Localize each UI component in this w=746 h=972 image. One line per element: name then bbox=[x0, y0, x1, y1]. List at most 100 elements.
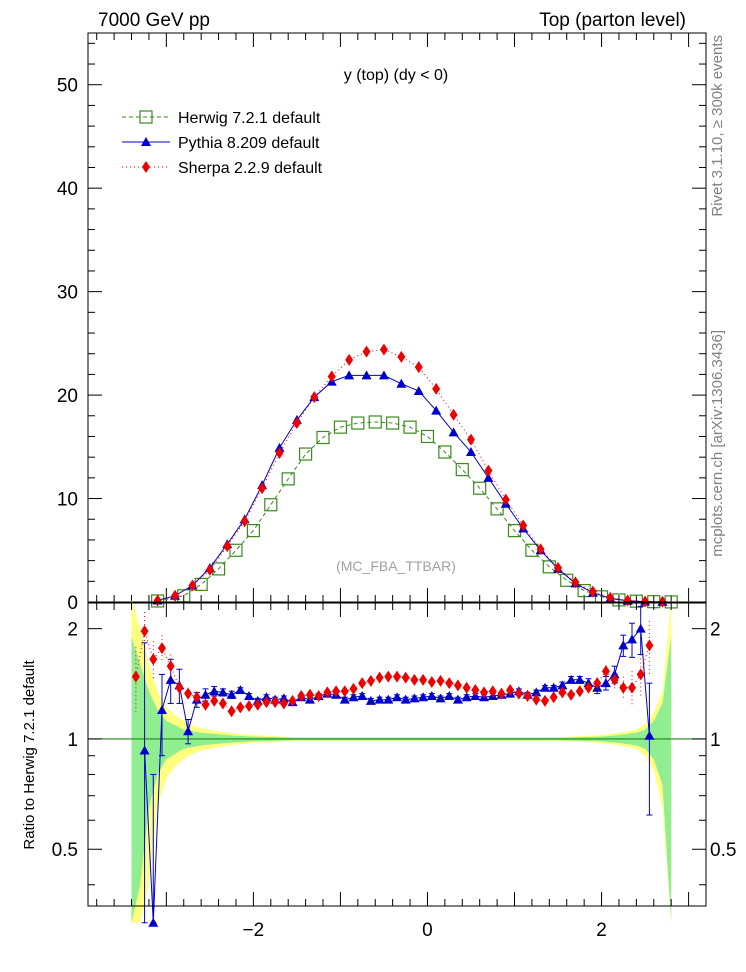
herwig-main-point bbox=[264, 498, 278, 512]
sherpa-ratio-point bbox=[149, 653, 158, 666]
sherpa-ratio-point bbox=[131, 670, 140, 683]
sherpa-ratio-point bbox=[192, 691, 201, 704]
pythia-ratio-point bbox=[409, 693, 420, 703]
pythia-ratio-point bbox=[426, 690, 437, 700]
ratio-y-tick-label-right: 1 bbox=[710, 730, 721, 751]
sherpa-ratio-point bbox=[419, 673, 428, 686]
sherpa-main-point bbox=[188, 579, 197, 592]
pythia-ratio-point bbox=[374, 694, 385, 704]
ratio-uncertainty-band-yellow bbox=[131, 599, 672, 923]
sherpa-main-point bbox=[501, 493, 510, 506]
pythia-ratio-point bbox=[627, 634, 638, 644]
sherpa-ratio-point bbox=[628, 681, 637, 694]
mcplots-side-label: mcplots.cern.ch [arXiv:1306.3436] bbox=[709, 330, 726, 557]
herwig-main-point bbox=[281, 472, 295, 486]
sherpa-ratio-point bbox=[558, 686, 567, 699]
sherpa-ratio-point bbox=[245, 700, 254, 713]
pythia-ratio-point bbox=[566, 674, 577, 684]
sherpa-ratio-point bbox=[262, 696, 271, 709]
sherpa-main-point bbox=[432, 382, 441, 395]
sherpa-ratio-point bbox=[523, 689, 532, 702]
pythia-ratio-point bbox=[635, 623, 646, 633]
sherpa-ratio-point bbox=[619, 681, 628, 694]
pythia-ratio-point bbox=[444, 690, 455, 700]
herwig-main-point bbox=[560, 573, 574, 587]
rivet-side-label: Rivet 3.1.10, ≥ 300k events bbox=[709, 35, 726, 217]
sherpa-ratio-point bbox=[227, 705, 236, 718]
sherpa-main-point bbox=[171, 589, 180, 602]
main-y-tick-label: 10 bbox=[57, 490, 78, 511]
sherpa-ratio-point bbox=[584, 681, 593, 694]
pythia-ratio-point bbox=[156, 704, 167, 714]
sherpa-main-point bbox=[519, 519, 528, 532]
sherpa-ratio-point bbox=[410, 673, 419, 686]
sherpa-main-point bbox=[588, 585, 597, 598]
sherpa-ratio-point bbox=[480, 686, 489, 699]
sherpa-ratio-point bbox=[462, 681, 471, 694]
pythia-main-point bbox=[413, 385, 424, 395]
ratio-y-tick-label: 1 bbox=[67, 730, 78, 751]
sherpa-legend-marker bbox=[142, 161, 150, 173]
ratio-plot-panel: 0.5 0.5 1 1 2 2 −2 0 2 Ratio to Herwig 7.2.1 def… bbox=[21, 599, 736, 941]
main-y-tick-label: 20 bbox=[57, 386, 78, 407]
sherpa-ratio-point bbox=[471, 684, 480, 697]
pythia-ratio-point bbox=[600, 678, 611, 688]
pythia-ratio-point bbox=[452, 694, 463, 704]
pythia-ratio-point bbox=[357, 690, 368, 700]
header-left-label: 7000 GeV pp bbox=[98, 10, 210, 31]
sherpa-ratio-point bbox=[445, 677, 454, 690]
sherpa-ratio-point bbox=[645, 639, 654, 652]
ratio-uncertainty-band-green bbox=[131, 636, 672, 923]
herwig-legend-label: Herwig 7.2.1 default bbox=[178, 110, 321, 127]
sherpa-legend-label: Sherpa 2.2.9 default bbox=[178, 160, 323, 177]
header-right-label: Top (parton level) bbox=[539, 10, 686, 31]
herwig-legend-marker bbox=[139, 110, 153, 124]
pythia-ratio-point bbox=[461, 692, 472, 702]
sherpa-main-point bbox=[449, 408, 458, 421]
ratio-y-tick-label-right: 0.5 bbox=[710, 840, 736, 861]
herwig-main-point bbox=[246, 524, 260, 538]
sherpa-ratio-point bbox=[497, 687, 506, 700]
sherpa-main-point bbox=[362, 345, 371, 358]
pythia-main-point bbox=[361, 370, 372, 380]
pythia-main-point bbox=[483, 472, 494, 482]
sherpa-main-point bbox=[414, 361, 423, 374]
herwig-main-point bbox=[490, 502, 504, 516]
pythia-ratio-point bbox=[226, 689, 237, 699]
ratio-x-tick-label: 0 bbox=[422, 920, 433, 941]
main-y-tick-label: 0 bbox=[67, 593, 78, 614]
sherpa-ratio-point bbox=[567, 688, 576, 701]
sherpa-main-point bbox=[240, 515, 249, 528]
ratio-x-tick-label: −2 bbox=[243, 920, 265, 941]
sherpa-ratio-point bbox=[166, 660, 175, 673]
pythia-ratio-point bbox=[539, 682, 550, 692]
herwig-main-point bbox=[316, 430, 330, 445]
sherpa-ratio-point bbox=[140, 625, 149, 638]
sherpa-ratio-point bbox=[488, 685, 497, 698]
sherpa-ratio-point bbox=[393, 670, 401, 683]
ratio-y-tick-label: 0.5 bbox=[52, 840, 78, 861]
sherpa-ratio-point bbox=[349, 682, 358, 695]
sherpa-main-point bbox=[606, 591, 615, 604]
herwig-main-point bbox=[403, 420, 417, 434]
sherpa-ratio-point bbox=[366, 674, 375, 687]
pythia-legend-marker bbox=[141, 137, 151, 146]
sherpa-ratio-point bbox=[218, 697, 227, 710]
sherpa-ratio-point bbox=[532, 693, 541, 706]
pythia-ratio-point bbox=[183, 726, 194, 736]
pythia-ratio-point bbox=[200, 689, 211, 699]
main-y-tick-label: 50 bbox=[57, 76, 78, 97]
herwig-main-point bbox=[299, 447, 313, 461]
herwig-main-point bbox=[455, 462, 469, 477]
pythia-main-point bbox=[431, 405, 442, 415]
main-y-tick-label: 40 bbox=[57, 179, 78, 200]
sherpa-ratio-point bbox=[253, 698, 262, 711]
sherpa-ratio-point bbox=[610, 673, 619, 686]
herwig-main-point bbox=[229, 543, 243, 557]
sherpa-ratio-point bbox=[297, 689, 306, 702]
analysis-watermark: (MC_FBA_TTBAR) bbox=[336, 558, 456, 574]
sherpa-ratio-point bbox=[540, 694, 549, 707]
ratio-x-tick-label: 2 bbox=[596, 920, 607, 941]
pythia-ratio-point bbox=[165, 674, 176, 684]
